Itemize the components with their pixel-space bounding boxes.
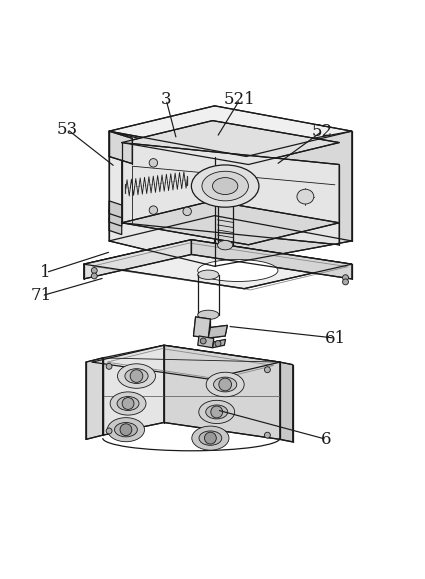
Ellipse shape <box>192 426 229 450</box>
Polygon shape <box>122 201 339 245</box>
Ellipse shape <box>108 417 144 442</box>
Polygon shape <box>122 142 339 245</box>
Text: 71: 71 <box>31 287 52 305</box>
Ellipse shape <box>199 431 222 445</box>
Polygon shape <box>164 345 280 439</box>
Circle shape <box>130 370 143 382</box>
Circle shape <box>91 273 97 279</box>
Polygon shape <box>109 106 352 156</box>
Circle shape <box>343 274 348 281</box>
Polygon shape <box>103 345 164 435</box>
Circle shape <box>215 340 221 346</box>
Ellipse shape <box>202 171 248 201</box>
Polygon shape <box>109 131 215 266</box>
Text: 52: 52 <box>312 123 333 140</box>
Ellipse shape <box>212 178 238 195</box>
Circle shape <box>204 432 216 444</box>
Circle shape <box>106 428 112 434</box>
Text: 53: 53 <box>56 120 77 138</box>
Circle shape <box>219 378 232 391</box>
Circle shape <box>91 267 97 273</box>
Polygon shape <box>84 240 191 279</box>
Polygon shape <box>215 131 352 266</box>
Ellipse shape <box>117 397 139 411</box>
Text: 1: 1 <box>40 264 51 281</box>
Ellipse shape <box>198 259 278 281</box>
Ellipse shape <box>206 372 244 397</box>
Circle shape <box>200 338 206 344</box>
Circle shape <box>264 432 270 438</box>
Ellipse shape <box>198 270 219 279</box>
Polygon shape <box>191 240 352 279</box>
Ellipse shape <box>117 364 156 389</box>
Ellipse shape <box>110 392 146 415</box>
Polygon shape <box>86 358 103 439</box>
Circle shape <box>122 398 134 409</box>
Polygon shape <box>109 218 122 234</box>
Ellipse shape <box>198 310 219 320</box>
Circle shape <box>211 406 223 418</box>
Ellipse shape <box>297 189 314 204</box>
Ellipse shape <box>206 405 228 419</box>
Ellipse shape <box>115 423 137 437</box>
Polygon shape <box>193 317 210 338</box>
Circle shape <box>343 279 348 285</box>
Circle shape <box>149 159 158 167</box>
Polygon shape <box>109 201 122 218</box>
Circle shape <box>149 206 158 214</box>
Ellipse shape <box>191 165 259 207</box>
Ellipse shape <box>199 400 235 424</box>
Circle shape <box>120 424 132 435</box>
Polygon shape <box>109 131 132 164</box>
Text: 521: 521 <box>224 91 256 108</box>
Text: 6: 6 <box>321 431 332 448</box>
Polygon shape <box>280 362 293 442</box>
Polygon shape <box>109 209 122 226</box>
Text: 61: 61 <box>324 329 346 347</box>
Polygon shape <box>84 240 352 289</box>
Circle shape <box>183 207 191 215</box>
Polygon shape <box>92 345 280 379</box>
Polygon shape <box>208 325 227 338</box>
Polygon shape <box>212 339 226 348</box>
Circle shape <box>106 364 112 369</box>
Polygon shape <box>122 120 339 164</box>
Ellipse shape <box>213 377 237 392</box>
Text: 3: 3 <box>161 91 171 108</box>
Ellipse shape <box>125 369 148 383</box>
Circle shape <box>264 367 270 373</box>
Ellipse shape <box>218 240 233 250</box>
Polygon shape <box>198 336 214 348</box>
